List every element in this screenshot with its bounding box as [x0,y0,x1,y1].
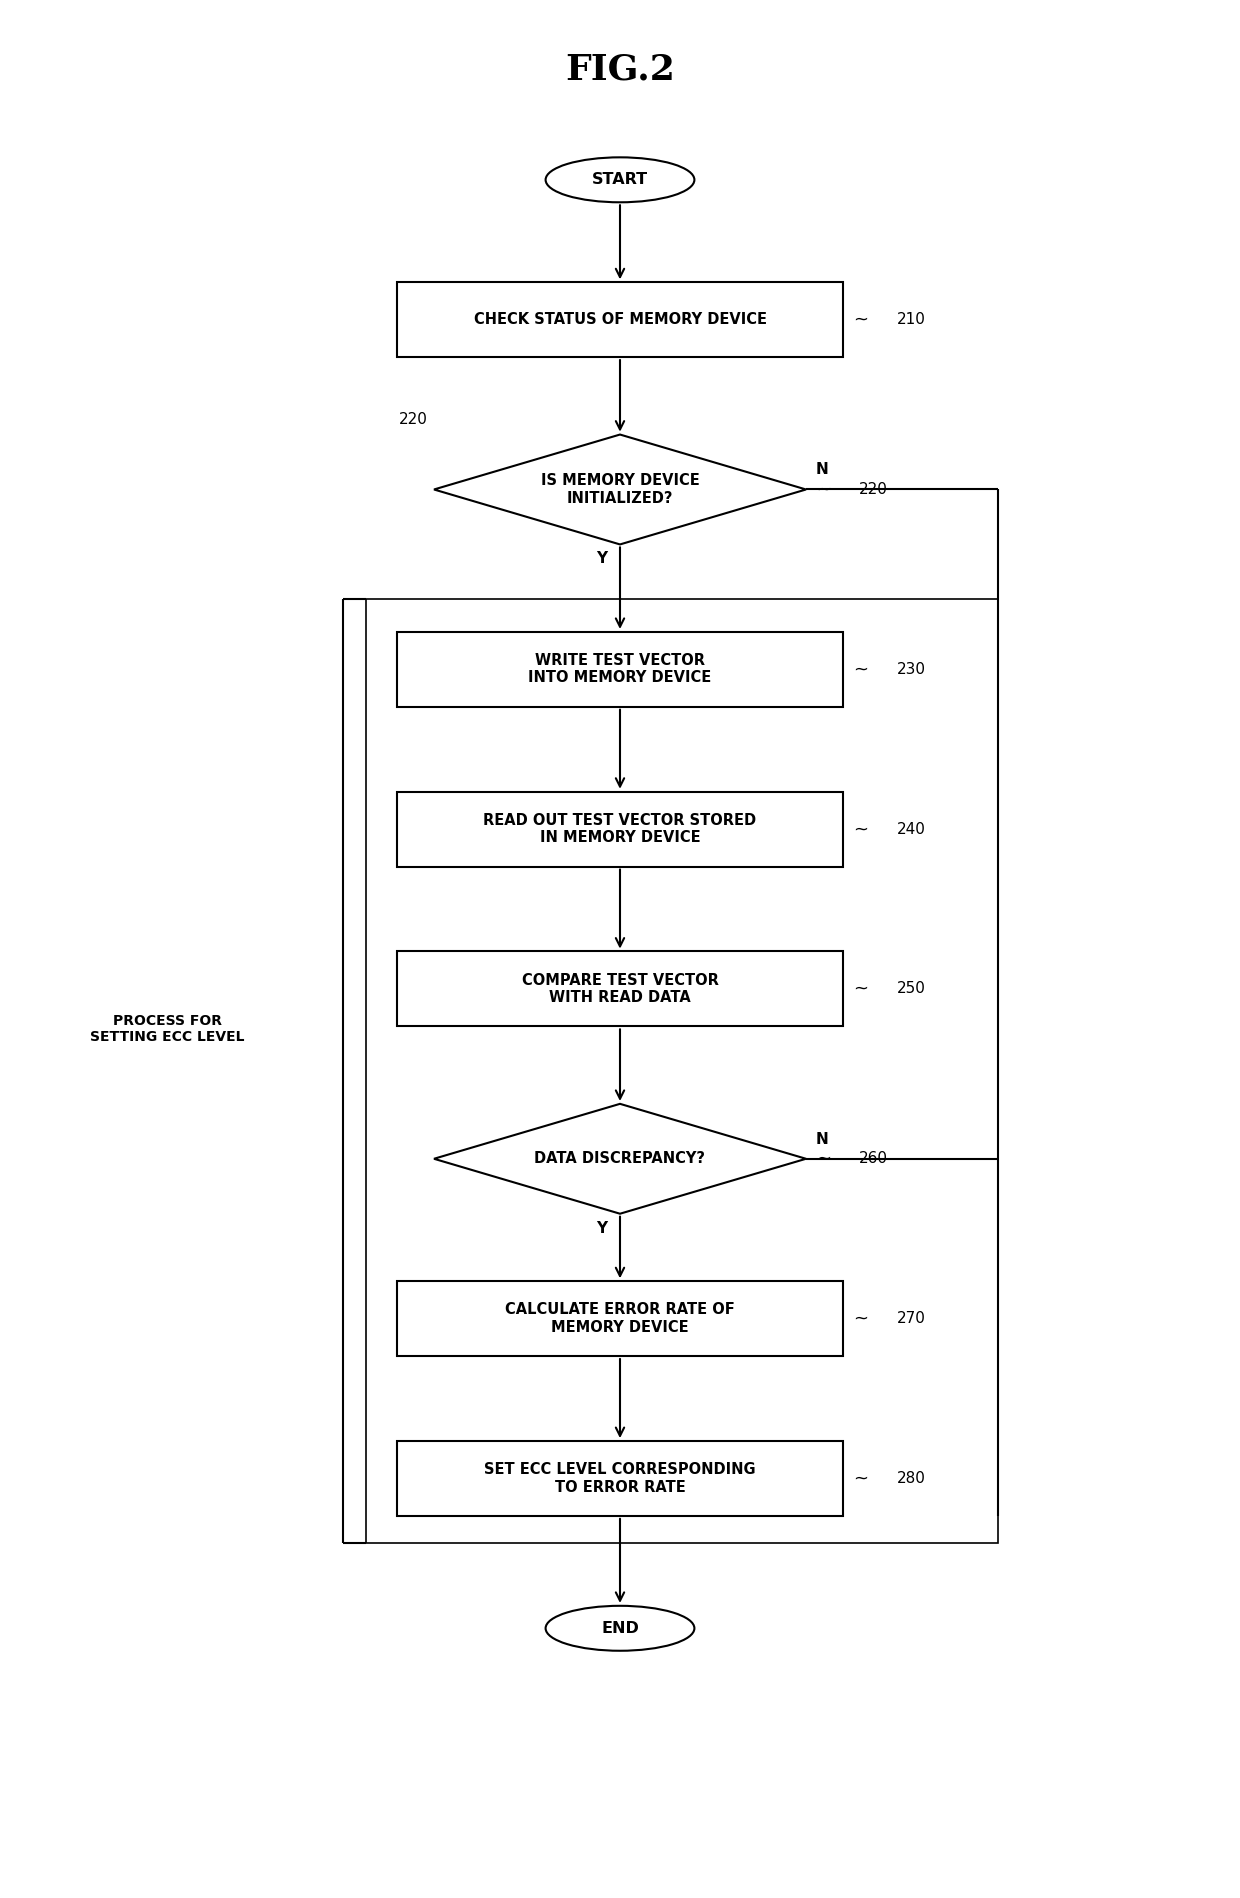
Text: 220: 220 [859,482,888,497]
Text: ~: ~ [853,979,868,998]
Text: 230: 230 [897,662,925,678]
Text: 210: 210 [897,311,925,326]
Text: 260: 260 [859,1152,888,1165]
Polygon shape [434,435,806,545]
Text: SET ECC LEVEL CORRESPONDING
TO ERROR RATE: SET ECC LEVEL CORRESPONDING TO ERROR RAT… [484,1461,756,1494]
Text: 270: 270 [897,1312,925,1327]
Text: WRITE TEST VECTOR
INTO MEMORY DEVICE: WRITE TEST VECTOR INTO MEMORY DEVICE [528,653,712,685]
Text: ~: ~ [853,1310,868,1327]
Text: ~: ~ [816,1150,831,1167]
Bar [397,283,843,357]
Bar [397,951,843,1027]
Text: 250: 250 [897,981,925,996]
Ellipse shape [546,158,694,203]
Bar [397,791,843,867]
Text: CALCULATE ERROR RATE OF
MEMORY DEVICE: CALCULATE ERROR RATE OF MEMORY DEVICE [505,1302,735,1334]
Ellipse shape [546,1606,694,1651]
Text: START: START [591,173,649,188]
Text: ~: ~ [853,311,868,328]
Text: CHECK STATUS OF MEMORY DEVICE: CHECK STATUS OF MEMORY DEVICE [474,311,766,326]
Text: ~: ~ [853,820,868,839]
Text: DATA DISCREPANCY?: DATA DISCREPANCY? [534,1152,706,1165]
Text: N: N [816,1131,828,1146]
Bar [397,1441,843,1517]
Text: N: N [816,463,828,478]
Text: ~: ~ [816,480,831,499]
Bar [397,1281,843,1355]
Text: ~: ~ [853,1469,868,1488]
Text: 220: 220 [399,412,428,427]
Text: Y: Y [596,1220,606,1236]
Text: FIG.2: FIG.2 [565,53,675,87]
Bar [397,632,843,706]
Text: COMPARE TEST VECTOR
WITH READ DATA: COMPARE TEST VECTOR WITH READ DATA [522,974,718,1006]
Text: END: END [601,1621,639,1636]
Text: ~: ~ [853,661,868,678]
Text: Y: Y [596,552,606,566]
Polygon shape [434,1105,806,1213]
Text: 280: 280 [897,1471,925,1486]
Bar [366,600,998,1543]
Text: READ OUT TEST VECTOR STORED
IN MEMORY DEVICE: READ OUT TEST VECTOR STORED IN MEMORY DE… [484,812,756,845]
Text: PROCESS FOR
SETTING ECC LEVEL: PROCESS FOR SETTING ECC LEVEL [91,1014,244,1044]
Text: IS MEMORY DEVICE
INITIALIZED?: IS MEMORY DEVICE INITIALIZED? [541,473,699,505]
Text: 240: 240 [897,822,925,837]
